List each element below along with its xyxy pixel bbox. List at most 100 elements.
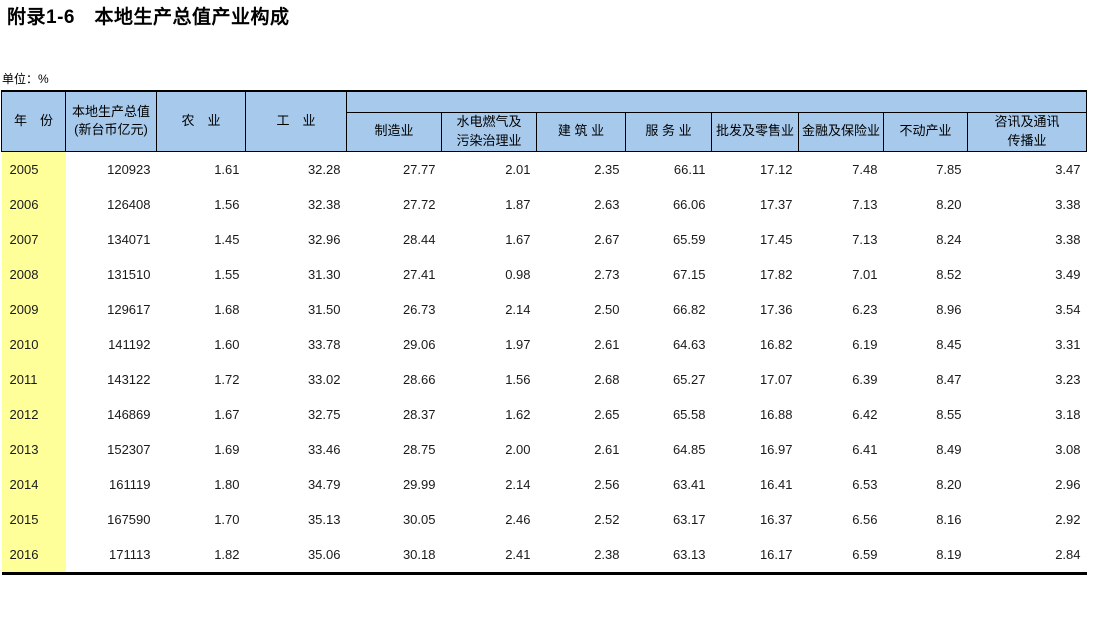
col-header-year: 年 份 bbox=[1, 89, 66, 152]
value-cell: 161119 bbox=[109, 476, 151, 492]
col-header-gdp: 本地生产总值 (新台币亿元) bbox=[65, 89, 157, 152]
value-cell: 167590 bbox=[107, 511, 151, 527]
value-cell: 17.37 bbox=[759, 196, 793, 212]
value-cell: 8.47 bbox=[936, 371, 962, 387]
value-cell: 2.68 bbox=[594, 371, 620, 387]
value-cell: 126408 bbox=[107, 196, 151, 212]
value-cell: 64.85 bbox=[672, 441, 706, 457]
value-cell: 2.73 bbox=[594, 266, 620, 282]
value-cell: 6.23 bbox=[852, 301, 878, 317]
value-cell: 8.52 bbox=[936, 266, 962, 282]
value-cell: 6.19 bbox=[852, 336, 878, 352]
value-cell: 3.38 bbox=[1055, 231, 1081, 247]
value-cell: 2.92 bbox=[1055, 511, 1081, 527]
col-header-info-comm: 咨讯及通讯 传播业 bbox=[967, 112, 1087, 152]
table-header: 年 份 本地生产总值 (新台币亿元) 农 业 工 业 制造业 水电燃气及 污染治… bbox=[1, 89, 1087, 152]
value-cell: 30.05 bbox=[402, 511, 436, 527]
page-title: 附录1-6 本地生产总值产业构成 bbox=[7, 7, 290, 28]
col-header-real-estate: 不动产业 bbox=[883, 112, 968, 152]
year-cell: 2013 bbox=[1, 431, 66, 467]
value-cell: 1.62 bbox=[505, 406, 531, 422]
value-cell: 2.14 bbox=[505, 301, 531, 317]
value-cell: 1.82 bbox=[156, 536, 246, 575]
year-cell: 2008 bbox=[1, 256, 66, 292]
value-cell: 6.39 bbox=[852, 371, 878, 387]
value-cell: 29.06 bbox=[402, 336, 436, 352]
value-cell: 8.96 bbox=[936, 301, 962, 317]
value-cell: 28.44 bbox=[402, 231, 436, 247]
value-cell: 129617 bbox=[107, 301, 151, 317]
value-cell: 2.56 bbox=[594, 476, 620, 492]
table-row: 2011 143122 1.72 33.02 28.66 1.56 2.68 65.27 17.… bbox=[1, 361, 1087, 397]
value-cell: 65.59 bbox=[672, 231, 706, 247]
year-cell: 2006 bbox=[1, 186, 66, 222]
value-cell: 146869 bbox=[107, 406, 151, 422]
value-cell: 17.36 bbox=[759, 301, 793, 317]
value-cell: 8.45 bbox=[936, 336, 962, 352]
table-row: 2012 146869 1.67 32.75 28.37 1.62 2.65 65.58 16.… bbox=[1, 396, 1087, 432]
value-cell: 8.19 bbox=[883, 536, 968, 575]
value-cell: 7.13 bbox=[852, 231, 878, 247]
value-cell: 66.11 bbox=[673, 161, 706, 177]
value-cell: 2.46 bbox=[505, 511, 531, 527]
value-cell: 1.67 bbox=[505, 231, 531, 247]
value-cell: 1.60 bbox=[214, 336, 240, 352]
value-cell: 27.72 bbox=[402, 196, 436, 212]
value-cell: 2.63 bbox=[594, 196, 620, 212]
gdp-industry-composition-table: 年 份 本地生产总值 (新台币亿元) 农 业 工 业 制造业 水电燃气及 污染治… bbox=[1, 89, 1087, 575]
value-cell: 1.61 bbox=[214, 161, 240, 177]
value-cell: 31.30 bbox=[307, 266, 341, 282]
table-row: 2009 129617 1.68 31.50 26.73 2.14 2.50 66.82 17.… bbox=[1, 291, 1087, 327]
value-cell: 134071 bbox=[107, 231, 151, 247]
value-cell: 28.37 bbox=[402, 406, 436, 422]
value-cell: 3.47 bbox=[1055, 161, 1081, 177]
value-cell: 17.82 bbox=[759, 266, 793, 282]
value-cell: 2.67 bbox=[594, 231, 620, 247]
value-cell: 3.18 bbox=[1055, 406, 1081, 422]
value-cell: 35.13 bbox=[307, 511, 341, 527]
value-cell: 8.20 bbox=[936, 476, 962, 492]
value-cell: 120923 bbox=[107, 161, 151, 177]
value-cell: 1.69 bbox=[214, 441, 240, 457]
table-row: 2016 171113 1.82 35.06 30.18 2.41 2.38 63.13 16.… bbox=[1, 536, 1087, 575]
col-header-industry: 工 业 bbox=[245, 89, 347, 152]
value-cell: 131510 bbox=[107, 266, 151, 282]
value-cell: 3.23 bbox=[1055, 371, 1081, 387]
year-cell: 2016 bbox=[1, 536, 66, 575]
value-cell: 2.38 bbox=[536, 536, 626, 575]
value-cell: 1.56 bbox=[505, 371, 531, 387]
value-cell: 3.38 bbox=[1055, 196, 1081, 212]
value-cell: 32.28 bbox=[307, 161, 341, 177]
col-header-utilities: 水电燃气及 污染治理业 bbox=[441, 112, 537, 152]
value-cell: 63.41 bbox=[672, 476, 706, 492]
value-cell: 3.31 bbox=[1055, 336, 1081, 352]
value-cell: 7.13 bbox=[852, 196, 878, 212]
value-cell: 27.41 bbox=[402, 266, 436, 282]
value-cell: 8.20 bbox=[936, 196, 962, 212]
col-header-services: 服 务 业 bbox=[625, 112, 712, 152]
value-cell: 2.35 bbox=[594, 161, 620, 177]
value-cell: 6.42 bbox=[852, 406, 878, 422]
table-body: 2005 120923 1.61 32.28 27.77 2.01 2.35 66.11 17.… bbox=[1, 151, 1087, 575]
value-cell: 32.75 bbox=[307, 406, 341, 422]
value-cell: 2.41 bbox=[441, 536, 537, 575]
col-header-gdp-line2: (新台币亿元) bbox=[74, 122, 148, 138]
year-cell: 2010 bbox=[1, 326, 66, 362]
value-cell: 8.55 bbox=[936, 406, 962, 422]
col-header-agriculture: 农 业 bbox=[156, 89, 246, 152]
value-cell: 2.01 bbox=[505, 161, 531, 177]
col-header-info-comm-line1: 咨讯及通讯 bbox=[994, 114, 1060, 129]
value-cell: 2.61 bbox=[594, 336, 620, 352]
value-cell: 3.08 bbox=[1055, 441, 1081, 457]
value-cell: 16.97 bbox=[759, 441, 793, 457]
value-cell: 34.79 bbox=[307, 476, 341, 492]
value-cell: 3.49 bbox=[1055, 266, 1081, 282]
value-cell: 2.00 bbox=[505, 441, 531, 457]
value-cell: 65.58 bbox=[672, 406, 706, 422]
table-row: 2010 141192 1.60 33.78 29.06 1.97 2.61 64.63 16.… bbox=[1, 326, 1087, 362]
year-cell: 2014 bbox=[1, 466, 66, 502]
value-cell: 6.56 bbox=[852, 511, 878, 527]
value-cell: 2.61 bbox=[594, 441, 620, 457]
value-cell: 67.15 bbox=[672, 266, 706, 282]
value-cell: 6.41 bbox=[852, 441, 878, 457]
